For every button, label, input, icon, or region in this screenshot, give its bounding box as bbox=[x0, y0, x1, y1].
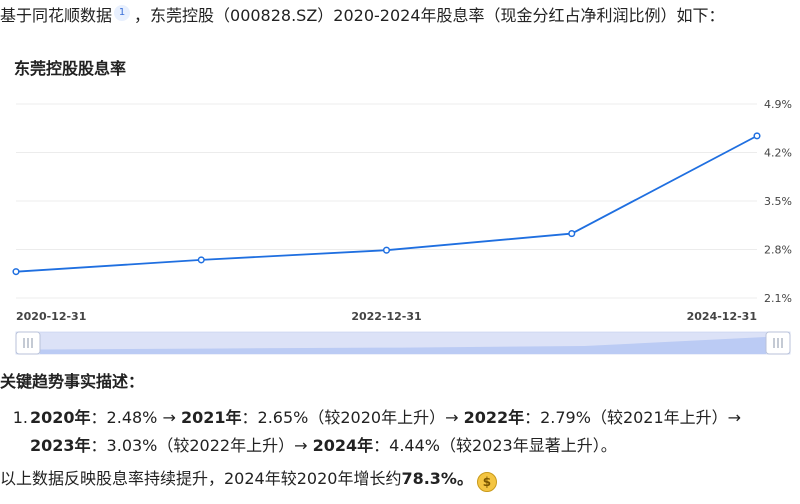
x-axis-ticks: 2020-12-31 2022-12-31 2024-12-31 bbox=[16, 310, 757, 323]
section-heading: 关键趋势事实描述： bbox=[0, 372, 145, 391]
trend-text: ：4.44%（较2023年显著上升）。 bbox=[373, 436, 617, 455]
chart-grid bbox=[16, 103, 757, 299]
intro-text: 基于同花顺数据 1 ，东莞控股（000828.SZ）2020-2024年股息率（现金… bbox=[0, 4, 725, 28]
zoom-slider[interactable] bbox=[15, 331, 791, 355]
trend-list-item: 1. 2020年：2.48% → 2021年：2.65%（较2020年上升）→ 2… bbox=[0, 404, 790, 432]
data-point bbox=[382, 246, 391, 254]
chart-title: 东莞控股股息率 bbox=[14, 59, 127, 78]
conclusion-text: 以上数据反映股息率持续提升，2024年较2020年增长约78.3%。 $ bbox=[0, 466, 497, 492]
slider-preview-area bbox=[40, 336, 766, 354]
slider-left-handle[interactable] bbox=[15, 331, 41, 355]
intro-suffix: ，东莞控股（000828.SZ）2020-2024年股息率（现金分红占净利润比例… bbox=[134, 6, 725, 25]
y-tick-label: 4.9% bbox=[764, 98, 792, 111]
dividend-yield-chart: 4.9% 4.2% 3.5% 2.8% 2.1% 2020-12-31 2022-12-3… bbox=[12, 98, 792, 355]
slider-right-handle[interactable] bbox=[765, 331, 791, 355]
trend-text: ：2.48% → bbox=[90, 408, 181, 427]
y-tick-label: 4.2% bbox=[764, 147, 792, 160]
conclusion-body: 以上数据反映股息率持续提升，2024年较2020年增长约 bbox=[0, 469, 402, 488]
conclusion-highlight: 78.3%。 bbox=[401, 469, 473, 488]
trend-text: ：3.03%（较2022年上升）→ bbox=[90, 436, 313, 455]
x-tick-label: 2024-12-31 bbox=[687, 310, 757, 323]
trend-list: 1. 2020年：2.48% → 2021年：2.65%（较2020年上升）→ 2… bbox=[0, 404, 790, 460]
money-bag-icon: $ bbox=[476, 472, 497, 492]
x-tick-label: 2022-12-31 bbox=[351, 310, 421, 323]
data-point bbox=[753, 132, 761, 140]
trend-year: 2020年 bbox=[30, 408, 91, 427]
trend-text: ：2.79%（较2021年上升）→ bbox=[524, 408, 742, 427]
data-point bbox=[197, 256, 205, 264]
y-tick-label: 3.5% bbox=[764, 195, 792, 208]
intro-prefix: 基于同花顺数据 bbox=[0, 6, 113, 25]
data-point bbox=[568, 230, 576, 238]
trend-year: 2023年 bbox=[30, 436, 91, 455]
y-tick-label: 2.1% bbox=[764, 292, 792, 305]
y-axis-ticks: 4.9% 4.2% 3.5% 2.8% 2.1% bbox=[764, 98, 792, 305]
trend-year: 2024年 bbox=[312, 436, 374, 455]
trend-year: 2021年 bbox=[180, 408, 242, 427]
trend-year: 2022年 bbox=[463, 408, 525, 427]
series-layer bbox=[12, 132, 761, 276]
x-tick-label: 2020-12-31 bbox=[16, 310, 86, 323]
slider-selection bbox=[40, 332, 766, 354]
trend-list-item-continuation: 2023年：3.03%（较2022年上升）→ 2024年：4.44%（较2023… bbox=[0, 432, 790, 460]
trend-text: ：2.65%（较2020年上升）→ bbox=[241, 408, 464, 427]
data-point bbox=[12, 268, 20, 276]
citation-badge[interactable]: 1 bbox=[114, 5, 131, 21]
list-marker: 1. bbox=[12, 408, 28, 427]
y-tick-label: 2.8% bbox=[764, 244, 792, 257]
